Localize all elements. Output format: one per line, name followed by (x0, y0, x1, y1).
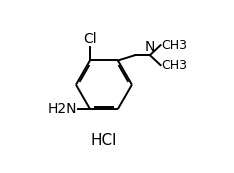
Text: CH3: CH3 (161, 39, 187, 52)
Text: H2N: H2N (48, 102, 77, 116)
Text: CH3: CH3 (161, 59, 187, 72)
Text: HCl: HCl (91, 133, 117, 148)
Text: Cl: Cl (83, 33, 97, 47)
Text: N: N (145, 40, 155, 54)
